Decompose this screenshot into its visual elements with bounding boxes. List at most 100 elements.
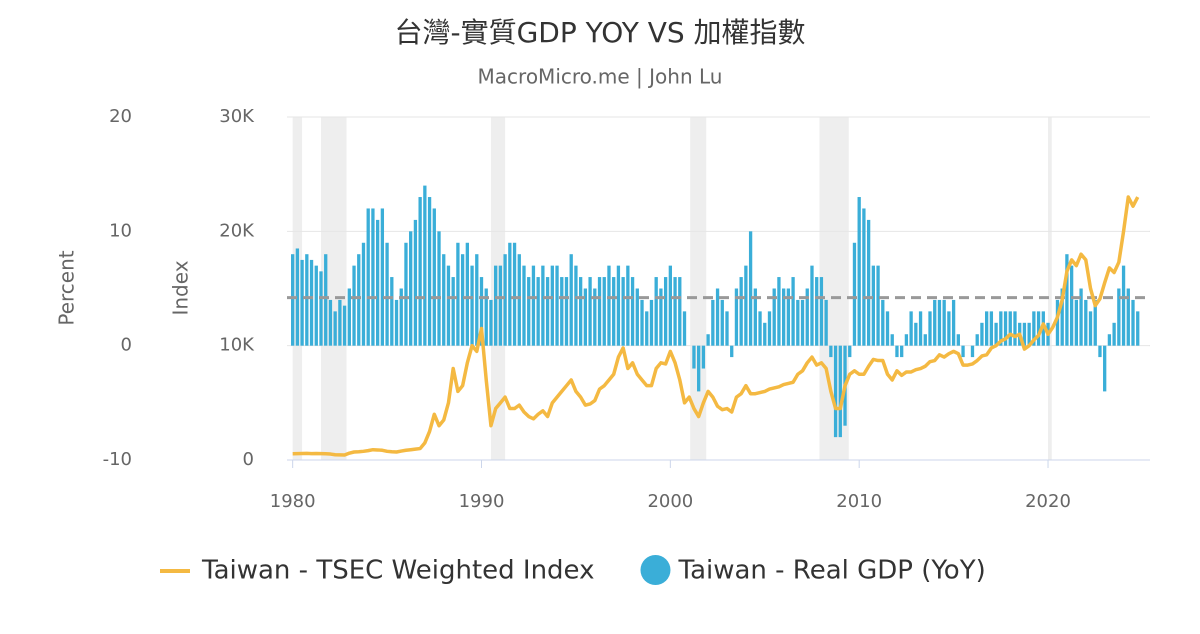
gdp-bar (852, 242, 857, 346)
gdp-bar (697, 345, 701, 392)
gdp-bar (975, 334, 979, 346)
gdp-bar (781, 288, 786, 346)
gdp-bar (1093, 299, 1097, 346)
gdp-bar (1060, 288, 1064, 346)
gdp-bar (1131, 299, 1135, 346)
gdp-bar (465, 242, 469, 346)
gdp-bar (371, 208, 375, 346)
gdp-bar (536, 277, 540, 346)
gdp-bar (1103, 345, 1107, 392)
gdp-bar (479, 277, 484, 346)
gdp-bar (918, 311, 923, 346)
gdp-bar (758, 311, 762, 346)
gdp-bar (531, 265, 536, 346)
gdp-bar (871, 265, 876, 346)
gdp-bar (654, 277, 658, 346)
gdp-bar (635, 288, 639, 346)
gdp-bar (1013, 311, 1017, 346)
gdp-bar (1036, 311, 1041, 346)
gdp-bar (711, 299, 715, 346)
gdp-bar (630, 277, 635, 346)
index-line (292, 195, 1140, 457)
gdp-bar (933, 299, 937, 346)
gdp-bar (833, 345, 838, 438)
gdp-bar (597, 277, 602, 346)
gdp-bar (753, 288, 757, 346)
gdp-bar (593, 288, 597, 346)
gdp-bar (385, 242, 389, 346)
gdp-bar (489, 299, 493, 346)
gdp-bar (357, 254, 361, 346)
gdp-bar (857, 197, 861, 346)
gdp-bar (748, 231, 753, 346)
gdp-bar (1107, 334, 1112, 346)
gdp-bar (663, 277, 668, 346)
gdp-bar (446, 265, 451, 346)
gdp-bar (508, 242, 512, 346)
chart-title: 台灣-實質GDP YOY VS 加權指數 (394, 16, 805, 49)
gdp-bar (1032, 311, 1036, 346)
gdp-bar (999, 311, 1003, 346)
gdp-bar (423, 185, 427, 346)
gdp-bar (947, 311, 951, 346)
y-tick-label: 20 (109, 106, 132, 127)
gdp-bar (512, 242, 517, 346)
y2-tick-label: 30K (219, 106, 255, 127)
y-axis-title: Percent (55, 250, 79, 325)
gdp-bar (848, 345, 852, 358)
gdp-bar (720, 299, 724, 346)
gdp-bar (503, 254, 507, 346)
gdp-bar (338, 299, 342, 346)
gdp-bar (295, 248, 300, 346)
gdp-bar (569, 254, 573, 346)
gdp-bar (1088, 311, 1093, 346)
legend-label: Taiwan - Real GDP (YoY) (677, 556, 985, 586)
gdp-bar (706, 334, 710, 346)
gdp-bar (361, 242, 366, 346)
gdp-bar (1136, 311, 1140, 346)
gdp-bar (1022, 322, 1027, 346)
gdp-bar (413, 219, 418, 346)
gdp-bar (541, 265, 545, 346)
y2-tick-label: 0 (243, 449, 254, 470)
gdp-bar (640, 299, 644, 346)
gdp-bar (1117, 288, 1121, 346)
gdp-bar (626, 265, 630, 346)
gdp-bar (574, 265, 578, 346)
gdp-bar (555, 265, 559, 346)
gdp-bar (678, 277, 682, 346)
gdp-bar (527, 277, 531, 346)
gdp-bar (734, 288, 739, 346)
gdp-bar (319, 271, 323, 346)
gdp-bar (701, 345, 706, 369)
gdp-bar (612, 277, 616, 346)
gdp-bar (805, 288, 809, 346)
gdp-bar (951, 299, 956, 346)
legend-label: Taiwan - TSEC Weighted Index (201, 556, 594, 586)
gdp-bar (427, 197, 432, 346)
gdp-bar (394, 299, 399, 346)
gdp-bar (1079, 288, 1083, 346)
gdp-bar (333, 311, 337, 346)
gdp-bar (838, 345, 842, 438)
gdp-bar (890, 334, 894, 346)
gdp-bar (725, 311, 729, 346)
gdp-bar (881, 299, 885, 346)
gdp-bar (970, 345, 975, 358)
gdp-bar (989, 311, 994, 346)
gdp-bar (744, 265, 748, 346)
gdp-bar (451, 277, 455, 346)
gdp-bar (607, 265, 611, 346)
gdp-bar (649, 299, 654, 346)
gdp-bar (560, 277, 564, 346)
gdp-bar (1027, 322, 1031, 346)
gdp-bar (942, 299, 946, 346)
gdp-bar (829, 345, 833, 358)
recession-band (690, 117, 707, 460)
gdp-bar (583, 288, 588, 346)
gdp-bar (659, 288, 663, 346)
gdp-bar (645, 311, 649, 346)
gdp-bar (980, 322, 984, 346)
gdp-bar (470, 265, 474, 346)
gdp-bar (545, 277, 550, 346)
